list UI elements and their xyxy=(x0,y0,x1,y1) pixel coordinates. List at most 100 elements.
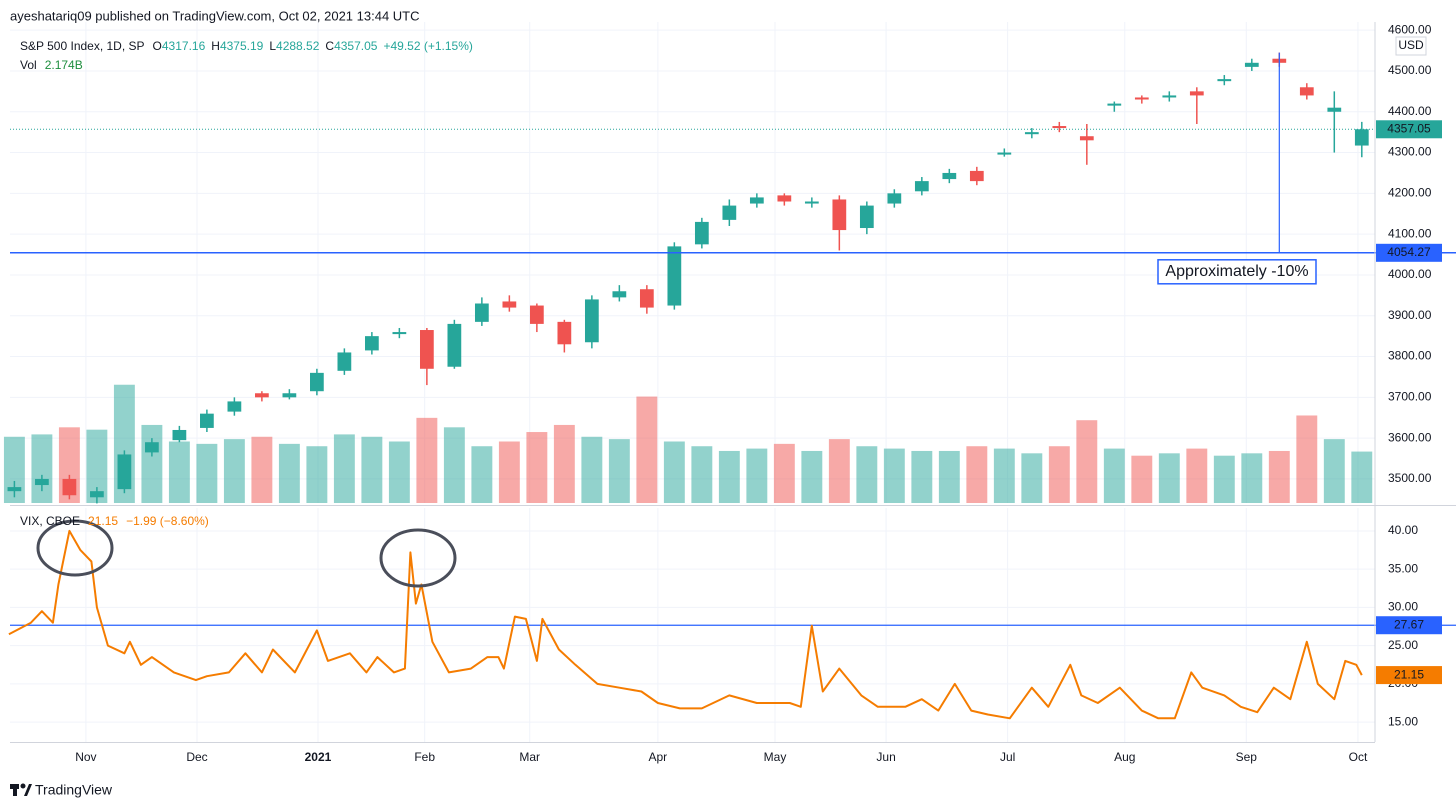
vix-line xyxy=(8,529,1363,720)
x-tick-label: Nov xyxy=(75,750,96,764)
volume-bar xyxy=(663,441,685,503)
candle-body xyxy=(859,205,874,229)
candle-body xyxy=(1354,129,1369,146)
candle-body xyxy=(255,393,269,398)
y-tick-label: 4200.00 xyxy=(1388,186,1432,200)
annotation-box xyxy=(1157,259,1317,285)
x-tick-label: Oct xyxy=(1349,750,1368,764)
candle-body xyxy=(804,201,819,204)
y-tick-label: 25.00 xyxy=(1388,638,1418,652)
candle-body xyxy=(639,289,654,308)
volume-bar xyxy=(636,396,658,503)
last-price-badge-bg xyxy=(1376,120,1442,139)
candle-body xyxy=(35,478,49,486)
y-tick-label: 4300.00 xyxy=(1388,145,1432,159)
volume-bar xyxy=(196,443,218,503)
brand: TradingView xyxy=(35,782,113,798)
candle-body xyxy=(584,299,599,343)
candle-body xyxy=(282,393,297,398)
volume-bar xyxy=(306,446,328,503)
hline-badge-bg xyxy=(1376,616,1442,635)
y-tick-label: 4400.00 xyxy=(1388,104,1432,118)
volume-bar xyxy=(498,441,520,503)
x-tick-label: Sep xyxy=(1236,750,1258,764)
candle-body xyxy=(310,372,324,392)
logo xyxy=(10,783,32,796)
volume-bar xyxy=(278,443,300,503)
volume-bar xyxy=(773,443,795,503)
volume-legend: Vol 2.174B xyxy=(20,58,83,72)
volume-bar xyxy=(856,446,878,503)
y-tick-label: 3600.00 xyxy=(1388,430,1432,444)
volume-bar xyxy=(223,439,245,503)
volume-bar xyxy=(1351,451,1373,503)
candle-body xyxy=(1052,126,1067,129)
y-tick-label: 4100.00 xyxy=(1388,226,1432,240)
publish-note: ayeshatariq09 published on TradingView.c… xyxy=(10,8,420,23)
change: +49.52 (+1.15%) xyxy=(383,39,472,53)
volume-bar xyxy=(1076,420,1098,503)
volume-bar xyxy=(3,436,25,503)
volume-bar xyxy=(1186,448,1208,503)
volume-bar xyxy=(31,434,53,503)
candle-body xyxy=(364,336,379,351)
candle-body xyxy=(447,323,462,367)
volume-bar xyxy=(333,434,355,503)
low-value: 4288.52 xyxy=(276,39,320,53)
candle-body xyxy=(474,303,489,322)
volume-bar xyxy=(691,446,713,503)
candle-body xyxy=(612,291,627,298)
candle-body xyxy=(832,199,847,231)
volume-bar xyxy=(1048,446,1070,503)
volume-bar xyxy=(801,450,823,503)
candle-body xyxy=(392,332,407,335)
symbol: S&P 500 Index, 1D, SP xyxy=(20,39,145,53)
x-tick-label: 2021 xyxy=(305,750,332,764)
candle-body xyxy=(1107,103,1122,106)
volume-bar xyxy=(553,424,575,503)
volume-bar xyxy=(993,448,1015,503)
last-price-badge: 4357.05 xyxy=(1387,121,1431,135)
volume-bar xyxy=(608,439,630,503)
currency: USD xyxy=(1398,38,1424,52)
candle-body xyxy=(200,413,214,428)
candle-body xyxy=(1217,79,1232,82)
x-tick-label: Apr xyxy=(649,750,668,764)
x-tick-label: Aug xyxy=(1114,750,1135,764)
volume-bar xyxy=(526,432,548,503)
candle-body xyxy=(502,301,517,308)
candle-body xyxy=(145,442,159,453)
volume-bar xyxy=(388,441,410,503)
marks xyxy=(3,52,1456,720)
candle-body xyxy=(7,487,22,492)
volume-bar xyxy=(86,429,108,503)
currency-box xyxy=(1395,36,1427,56)
vix-legend: VIX, CBOE 21.15 −1.99 (−8.60%) xyxy=(20,514,209,528)
logo-mark xyxy=(24,784,32,796)
candle-body xyxy=(1079,136,1094,141)
volume-bar xyxy=(718,450,740,503)
volume-bar xyxy=(416,417,438,503)
volume-bar xyxy=(1241,453,1263,503)
candle-body xyxy=(1244,62,1259,67)
volume-bar xyxy=(361,436,383,503)
volume-bar xyxy=(443,427,465,503)
close-value: 4357.05 xyxy=(334,39,378,53)
volume-bar xyxy=(1268,450,1290,503)
logo-mark xyxy=(13,784,17,796)
candle-body xyxy=(1327,107,1342,112)
l-letter: L xyxy=(269,39,276,53)
hline-badge-bg xyxy=(1376,243,1442,262)
volume-bar xyxy=(168,441,190,503)
volume-bar xyxy=(883,448,905,503)
candle-body xyxy=(172,429,187,441)
candle-body xyxy=(529,305,544,324)
candle-body xyxy=(914,181,929,192)
c-letter: C xyxy=(325,39,334,53)
y-tick-label: 30.00 xyxy=(1388,600,1418,614)
volume-bar xyxy=(1296,415,1318,503)
y-tick-label: 3700.00 xyxy=(1388,390,1432,404)
vix-change: −1.99 (−8.60%) xyxy=(126,514,209,528)
annotation: Approximately -10% xyxy=(1165,263,1308,280)
x-tick-label: Mar xyxy=(519,750,540,764)
